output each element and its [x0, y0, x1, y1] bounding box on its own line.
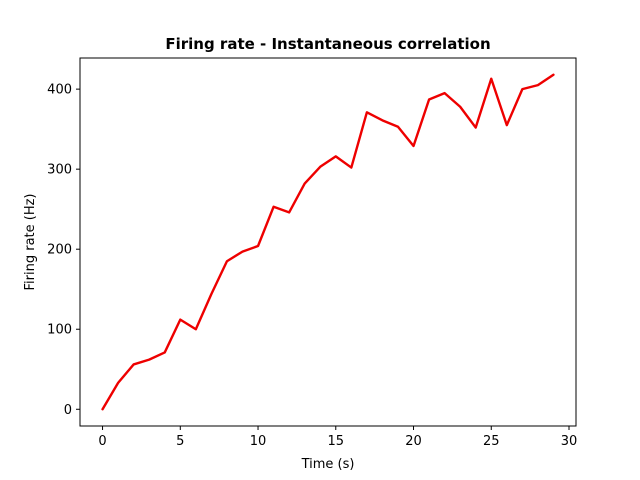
x-tick-label: 30: [561, 434, 578, 449]
y-tick-label: 400: [47, 83, 72, 98]
axes-frame: [79, 57, 577, 427]
y-tick-label: 0: [64, 403, 72, 418]
chart-title: Firing rate - Instantaneous correlation: [165, 35, 490, 53]
x-tick-label: 10: [250, 434, 267, 449]
x-axis-ticks: 0 5 10 15 20 25 30: [98, 426, 577, 449]
x-tick-label: 25: [483, 434, 500, 449]
y-axis-ticks: 0 100 200 300 400: [47, 83, 80, 418]
x-tick-label: 0: [98, 434, 106, 449]
y-tick-label: 100: [47, 323, 72, 338]
y-tick-label: 300: [47, 163, 72, 178]
firing-rate-line: [101, 73, 555, 411]
x-tick-label: 20: [405, 434, 422, 449]
y-axis-label: Firing rate (Hz): [23, 193, 38, 290]
x-axis-label: Time (s): [301, 457, 355, 472]
y-tick-label: 200: [47, 243, 72, 258]
x-tick-label: 5: [176, 434, 184, 449]
plot-area: [101, 73, 555, 411]
x-tick-label: 15: [328, 434, 345, 449]
